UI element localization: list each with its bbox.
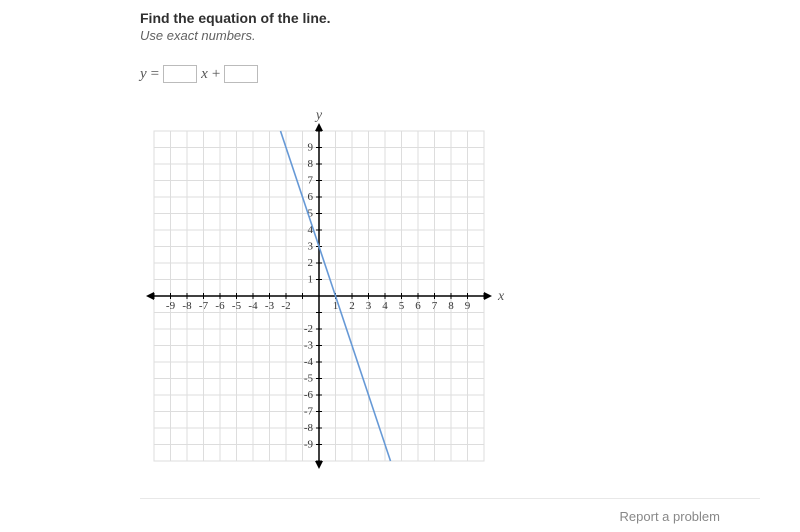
svg-text:-4: -4 [248,300,258,312]
equation-lhs: y [140,66,147,83]
svg-text:-6: -6 [215,300,225,312]
svg-text:-7: -7 [199,300,209,312]
equation-var: x [201,66,208,83]
svg-text:9: 9 [465,300,471,312]
svg-text:-3: -3 [304,340,314,352]
svg-text:-7: -7 [304,406,314,418]
svg-text:-8: -8 [304,422,314,434]
svg-text:2: 2 [308,257,314,269]
svg-text:2: 2 [349,300,355,312]
svg-text:-9: -9 [166,300,176,312]
svg-text:-4: -4 [304,356,314,368]
svg-text:-6: -6 [304,389,314,401]
svg-text:4: 4 [382,300,388,312]
equation-plus: + [212,66,220,83]
svg-text:8: 8 [308,158,314,170]
svg-text:9: 9 [308,142,314,154]
report-problem-link[interactable]: Report a problem [140,498,760,532]
prompt-subtitle: Use exact numbers. [140,28,760,43]
coordinate-graph: -9-8-7-6-5-4-3-2123456789-9-8-7-6-5-4-3-… [140,105,760,484]
svg-text:1: 1 [308,274,314,286]
svg-text:-2: -2 [281,300,290,312]
svg-text:x: x [497,289,505,304]
svg-text:3: 3 [308,241,314,253]
svg-text:5: 5 [399,300,405,312]
svg-text:6: 6 [308,191,314,203]
svg-text:-8: -8 [182,300,192,312]
prompt-title: Find the equation of the line. [140,10,760,26]
svg-text:8: 8 [448,300,454,312]
svg-text:-3: -3 [265,300,275,312]
svg-text:-5: -5 [304,373,314,385]
svg-text:3: 3 [366,300,372,312]
svg-text:7: 7 [432,300,438,312]
svg-text:-5: -5 [232,300,242,312]
svg-text:-2: -2 [304,323,313,335]
equation-equals: = [151,66,159,83]
svg-text:6: 6 [415,300,421,312]
slope-input[interactable] [163,65,197,83]
intercept-input[interactable] [224,65,258,83]
svg-text:y: y [314,108,323,123]
svg-text:7: 7 [308,175,314,187]
equation-row: y = x + [140,65,760,83]
svg-text:-9: -9 [304,439,314,451]
